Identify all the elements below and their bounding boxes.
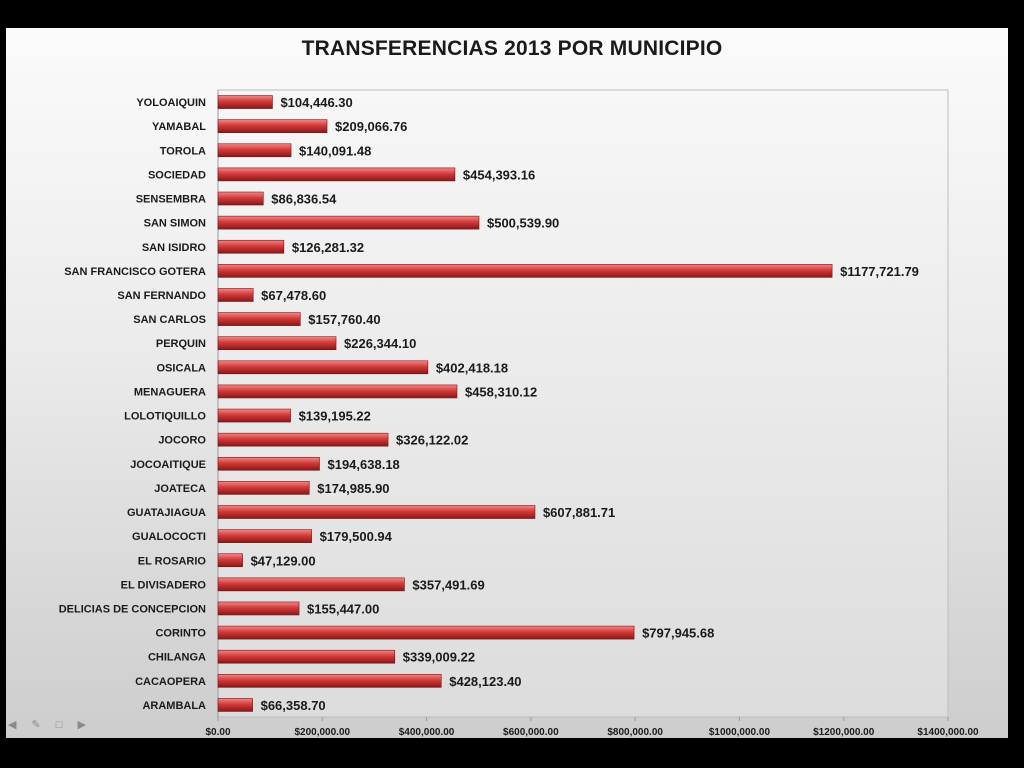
bar-guatajiagua — [217, 505, 536, 519]
value-label-osicala: $402,418.18 — [436, 360, 508, 375]
value-label-san-fernando: $67,478.60 — [261, 288, 326, 303]
value-label-sociedad: $454,393.16 — [463, 167, 535, 182]
slide-nav-icons[interactable]: ◀ ✎ □ ▶ — [8, 719, 92, 731]
bar-san-simon — [217, 215, 480, 230]
bar-joateca — [217, 481, 310, 495]
category-label-san-francisco-gotera: SAN FRANCISCO GOTERA — [64, 266, 206, 278]
value-label-yamabal: $209,066.76 — [335, 119, 407, 134]
category-label-arambala: ARAMBALA — [142, 700, 206, 712]
value-label-san-simon: $500,539.90 — [487, 216, 559, 231]
category-label-el-rosario: EL ROSARIO — [138, 555, 207, 567]
value-label-perquin: $226,344.10 — [344, 336, 416, 351]
bar-perquin — [217, 336, 337, 351]
value-label-cacaopera: $428,123.40 — [449, 674, 521, 689]
category-label-chilanga: CHILANGA — [148, 652, 206, 664]
value-label-sensembra: $86,836.54 — [271, 192, 337, 207]
value-label-lolotiquillo: $139,195.22 — [299, 409, 371, 424]
value-label-el-rosario: $47,129.00 — [251, 553, 316, 568]
bar-yoloaiquin — [217, 95, 273, 109]
value-label-guatajiagua: $607,881.71 — [543, 505, 615, 520]
category-label-san-isidro: SAN ISIDRO — [142, 242, 207, 254]
category-label-joateca: JOATECA — [154, 483, 206, 495]
bar-san-carlos — [217, 312, 301, 326]
category-label-delicias-de-concepcion: DELICIAS DE CONCEPCION — [59, 603, 206, 615]
value-label-corinto: $797,945.68 — [642, 626, 714, 641]
value-label-torola: $140,091.48 — [299, 143, 371, 158]
value-label-chilanga: $339,009.22 — [403, 650, 475, 665]
bar-arambala — [217, 698, 253, 712]
x-tick-label: $1000,000.00 — [709, 727, 771, 738]
bar-jocoro — [217, 432, 389, 447]
bar-jocoaitique — [217, 456, 320, 471]
plot-area — [217, 89, 949, 718]
value-label-jocoro: $326,122.02 — [396, 433, 468, 448]
value-label-delicias-de-concepcion: $155,447.00 — [307, 601, 379, 616]
category-label-menaguera: MENAGUERA — [134, 386, 206, 398]
value-label-gualococti: $179,500.94 — [320, 529, 393, 544]
bar-chilanga — [217, 649, 396, 664]
value-label-san-carlos: $157,760.40 — [308, 312, 380, 327]
value-label-el-divisadero: $357,491.69 — [412, 577, 484, 592]
bars-group: YOLOAIQUIN $104,446.30 YAMABAL $209,066.76 T… — [59, 95, 919, 713]
bar-san-fernando — [217, 288, 254, 302]
category-label-guatajiagua: GUATAJIAGUA — [127, 507, 206, 519]
category-label-yamabal: YAMABAL — [152, 121, 206, 133]
bar-san-francisco-gotera — [217, 264, 833, 278]
category-label-torola: TOROLA — [160, 145, 206, 157]
bar-corinto — [217, 625, 635, 640]
category-label-osicala: OSICALA — [157, 362, 207, 374]
x-tick-label: $1400,000.00 — [917, 727, 979, 738]
bar-osicala — [217, 360, 429, 375]
bar-el-divisadero — [217, 577, 405, 592]
bar-san-isidro — [217, 239, 285, 254]
chart-title: TRANSFERENCIAS 2013 POR MUNICIPIO — [301, 37, 723, 60]
x-tick-label: $800,000.00 — [607, 727, 663, 738]
bar-gualococti — [217, 529, 312, 543]
category-label-san-carlos: SAN CARLOS — [133, 314, 206, 326]
category-label-san-simon: SAN SIMON — [144, 218, 206, 230]
bar-sociedad — [217, 167, 456, 182]
category-label-jocoaitique: JOCOAITIQUE — [130, 459, 206, 471]
category-label-sociedad: SOCIEDAD — [148, 169, 206, 181]
category-label-sensembra: SENSEMBRA — [136, 194, 206, 206]
bar-sensembra — [217, 191, 264, 206]
category-label-yoloaiquin: YOLOAIQUIN — [136, 97, 206, 109]
bar-cacaopera — [217, 674, 442, 688]
bar-torola — [217, 143, 292, 158]
value-label-menaguera: $458,310.12 — [465, 384, 537, 399]
x-tick-label: $400,000.00 — [399, 727, 455, 738]
x-tick-label: $1200,000.00 — [813, 727, 875, 738]
category-label-perquin: PERQUIN — [156, 338, 206, 350]
x-tick-label: $0.00 — [205, 727, 230, 738]
bar-el-rosario — [217, 553, 243, 568]
category-label-jocoro: JOCORO — [158, 435, 206, 447]
category-label-gualococti: GUALOCOCTI — [132, 531, 206, 543]
bar-lolotiquillo — [217, 408, 291, 423]
category-label-corinto: CORINTO — [155, 628, 206, 640]
value-label-yoloaiquin: $104,446.30 — [280, 95, 352, 110]
value-label-arambala: $66,358.70 — [261, 698, 326, 713]
value-label-joateca: $174,985.90 — [317, 481, 389, 496]
category-label-el-divisadero: EL DIVISADERO — [121, 579, 207, 591]
x-tick-label: $200,000.00 — [294, 727, 350, 738]
x-tick-label: $600,000.00 — [503, 727, 559, 738]
bar-menaguera — [217, 384, 458, 399]
category-label-san-fernando: SAN FERNANDO — [117, 290, 206, 302]
bar-yamabal — [217, 119, 328, 133]
category-label-cacaopera: CACAOPERA — [135, 676, 206, 688]
x-axis-ticks-group: $0.00 $200,000.00 $400,000.00 $600,000.00 $8… — [205, 717, 979, 738]
value-label-jocoaitique: $194,638.18 — [327, 457, 399, 472]
bar-delicias-de-concepcion — [217, 601, 300, 616]
value-label-san-isidro: $126,281.32 — [292, 240, 364, 255]
value-label-san-francisco-gotera: $1177,721.79 — [840, 264, 919, 279]
category-label-lolotiquillo: LOLOTIQUILLO — [124, 411, 206, 423]
